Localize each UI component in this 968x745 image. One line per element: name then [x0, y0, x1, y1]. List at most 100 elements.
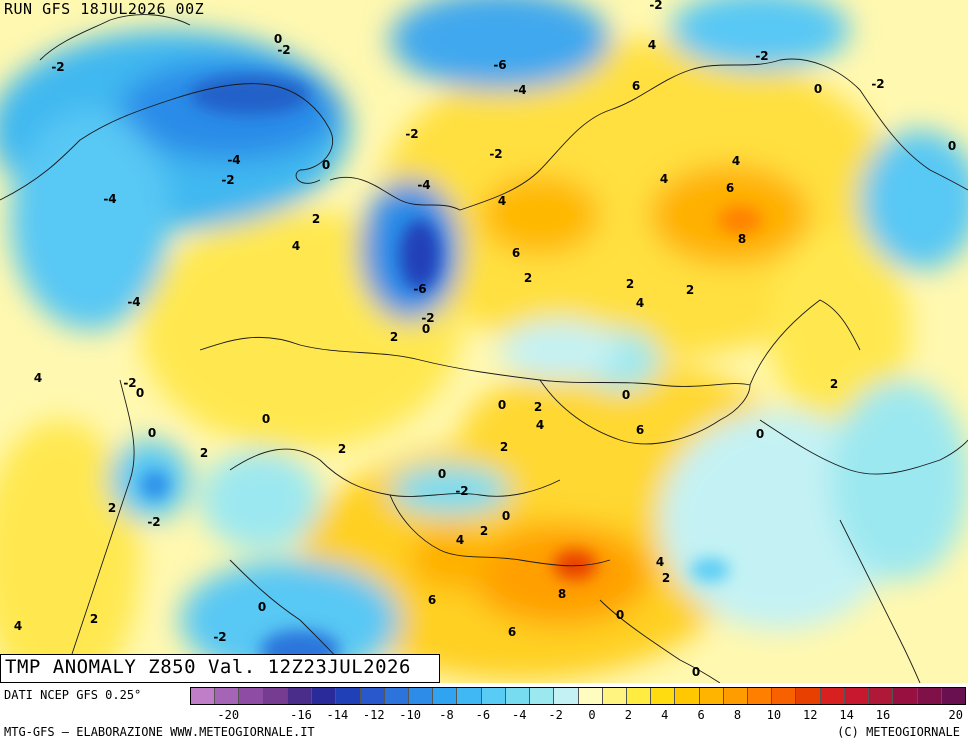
scale-tick-label: -12: [362, 708, 385, 722]
scale-swatch: [457, 688, 482, 704]
scale-swatch: [869, 688, 894, 704]
scale-tick-label: -4: [512, 708, 527, 722]
scale-swatch: [554, 688, 579, 704]
scale-swatch: [384, 688, 409, 704]
contour-label: -4: [127, 295, 140, 309]
scale-swatch: [433, 688, 458, 704]
contour-label: -6: [493, 58, 506, 72]
color-scale: [190, 687, 966, 705]
contour-label: 0: [498, 398, 506, 412]
contour-label: 2: [90, 612, 98, 626]
contour-label: 6: [726, 181, 734, 195]
contour-label: 2: [524, 271, 532, 285]
contour-label: 4: [732, 154, 740, 168]
contour-label: 2: [686, 283, 694, 297]
scale-swatch: [312, 688, 337, 704]
scale-tick-label: 8: [733, 708, 742, 722]
scale-tick-label: -10: [399, 708, 421, 722]
anomaly-field: [0, 0, 968, 683]
scale-swatch: [602, 688, 627, 704]
scale-swatch: [699, 688, 724, 704]
contour-label: 2: [534, 400, 542, 414]
map-title-bar: TMP ANOMALY Z850 Val. 12Z23JUL2026: [0, 654, 440, 683]
contour-label: -4: [513, 83, 526, 97]
contour-label: -2: [455, 484, 468, 498]
contour-label: 6: [428, 593, 436, 607]
contour-label: 2: [200, 446, 208, 460]
contour-label: -2: [649, 0, 662, 12]
contour-label: 2: [626, 277, 634, 291]
contour-label: -4: [417, 178, 430, 192]
contour-label: 0: [148, 426, 156, 440]
contour-label: -2: [147, 515, 160, 529]
scale-swatch: [360, 688, 385, 704]
contour-label: 2: [108, 501, 116, 515]
contour-label: 2: [390, 330, 398, 344]
contour-label: 0: [622, 388, 630, 402]
contour-label: 0: [948, 139, 956, 153]
scale-swatch: [408, 688, 434, 704]
scale-tick-label: -14: [326, 708, 349, 722]
scale-swatch: [651, 688, 676, 704]
scale-swatch: [844, 688, 870, 704]
contour-label: 0: [262, 412, 270, 426]
contour-label: 0: [756, 427, 764, 441]
run-header: RUN GFS 18JUL2026 00Z: [4, 0, 205, 18]
coastlines-borders: [0, 14, 968, 683]
contour-label: 8: [558, 587, 566, 601]
scale-swatch: [505, 688, 531, 704]
contour-label: -2: [51, 60, 64, 74]
contour-label: -4: [227, 153, 240, 167]
contour-label: 0: [438, 467, 446, 481]
contour-label: 0: [322, 158, 330, 172]
scale-swatch: [748, 688, 773, 704]
scale-tick-label: 14: [839, 708, 854, 722]
scale-tick-label: -8: [439, 708, 454, 722]
scale-swatch: [723, 688, 749, 704]
contour-label: 6: [512, 246, 520, 260]
scale-swatch: [893, 688, 918, 704]
footer: DATI NCEP GFS 0.25° -20 -16 -14 -12 -10 -8 -6-…: [0, 683, 968, 745]
contour-label: 4: [536, 418, 544, 432]
contour-label: 0: [616, 608, 624, 622]
contour-label: 0: [136, 386, 144, 400]
contour-label: 2: [662, 571, 670, 585]
scale-swatch: [820, 688, 845, 704]
contour-label: -2: [213, 630, 226, 644]
contour-label: 0: [692, 665, 700, 679]
contour-label: -2: [489, 147, 502, 161]
scale-tick-label: 2: [624, 708, 632, 722]
contour-label: -2: [123, 376, 136, 390]
contour-label: -2: [421, 311, 434, 325]
copyright: (C) METEOGIORNALE: [837, 725, 960, 739]
contour-label: 4: [456, 533, 464, 547]
contour-label: 0: [502, 509, 510, 523]
contour-label: 2: [312, 212, 320, 226]
contour-label: -2: [277, 43, 290, 57]
contour-label: 2: [830, 377, 838, 391]
contour-label: 4: [660, 172, 668, 186]
scale-tick-label: -6: [475, 708, 491, 722]
contour-label: 0: [814, 82, 822, 96]
scale-swatch: [626, 688, 652, 704]
scale-swatch: [191, 688, 216, 704]
contour-label: -2: [405, 127, 418, 141]
scale-swatch: [941, 688, 965, 704]
scale-swatch: [675, 688, 700, 704]
color-scale-ticks: -20 -16 -14 -12 -10 -8 -6 -4 -2 0 2 4 6 8 10 12 14 16 20: [190, 708, 966, 724]
scale-swatch: [481, 688, 506, 704]
scale-tick-label: 12: [803, 708, 818, 722]
contour-label: 0: [422, 322, 430, 336]
contour-label: 4: [636, 296, 644, 310]
contour-label: 2: [338, 442, 346, 456]
contour-label: 4: [292, 239, 300, 253]
contour-label: 2: [500, 440, 508, 454]
contour-label: 0: [258, 600, 266, 614]
contour-label: 6: [632, 79, 640, 93]
contour-label: -2: [755, 49, 768, 63]
contour-label: 2: [480, 524, 488, 538]
contour-label: 0: [274, 32, 282, 46]
scale-swatch: [530, 688, 555, 704]
scale-swatch: [578, 688, 603, 704]
